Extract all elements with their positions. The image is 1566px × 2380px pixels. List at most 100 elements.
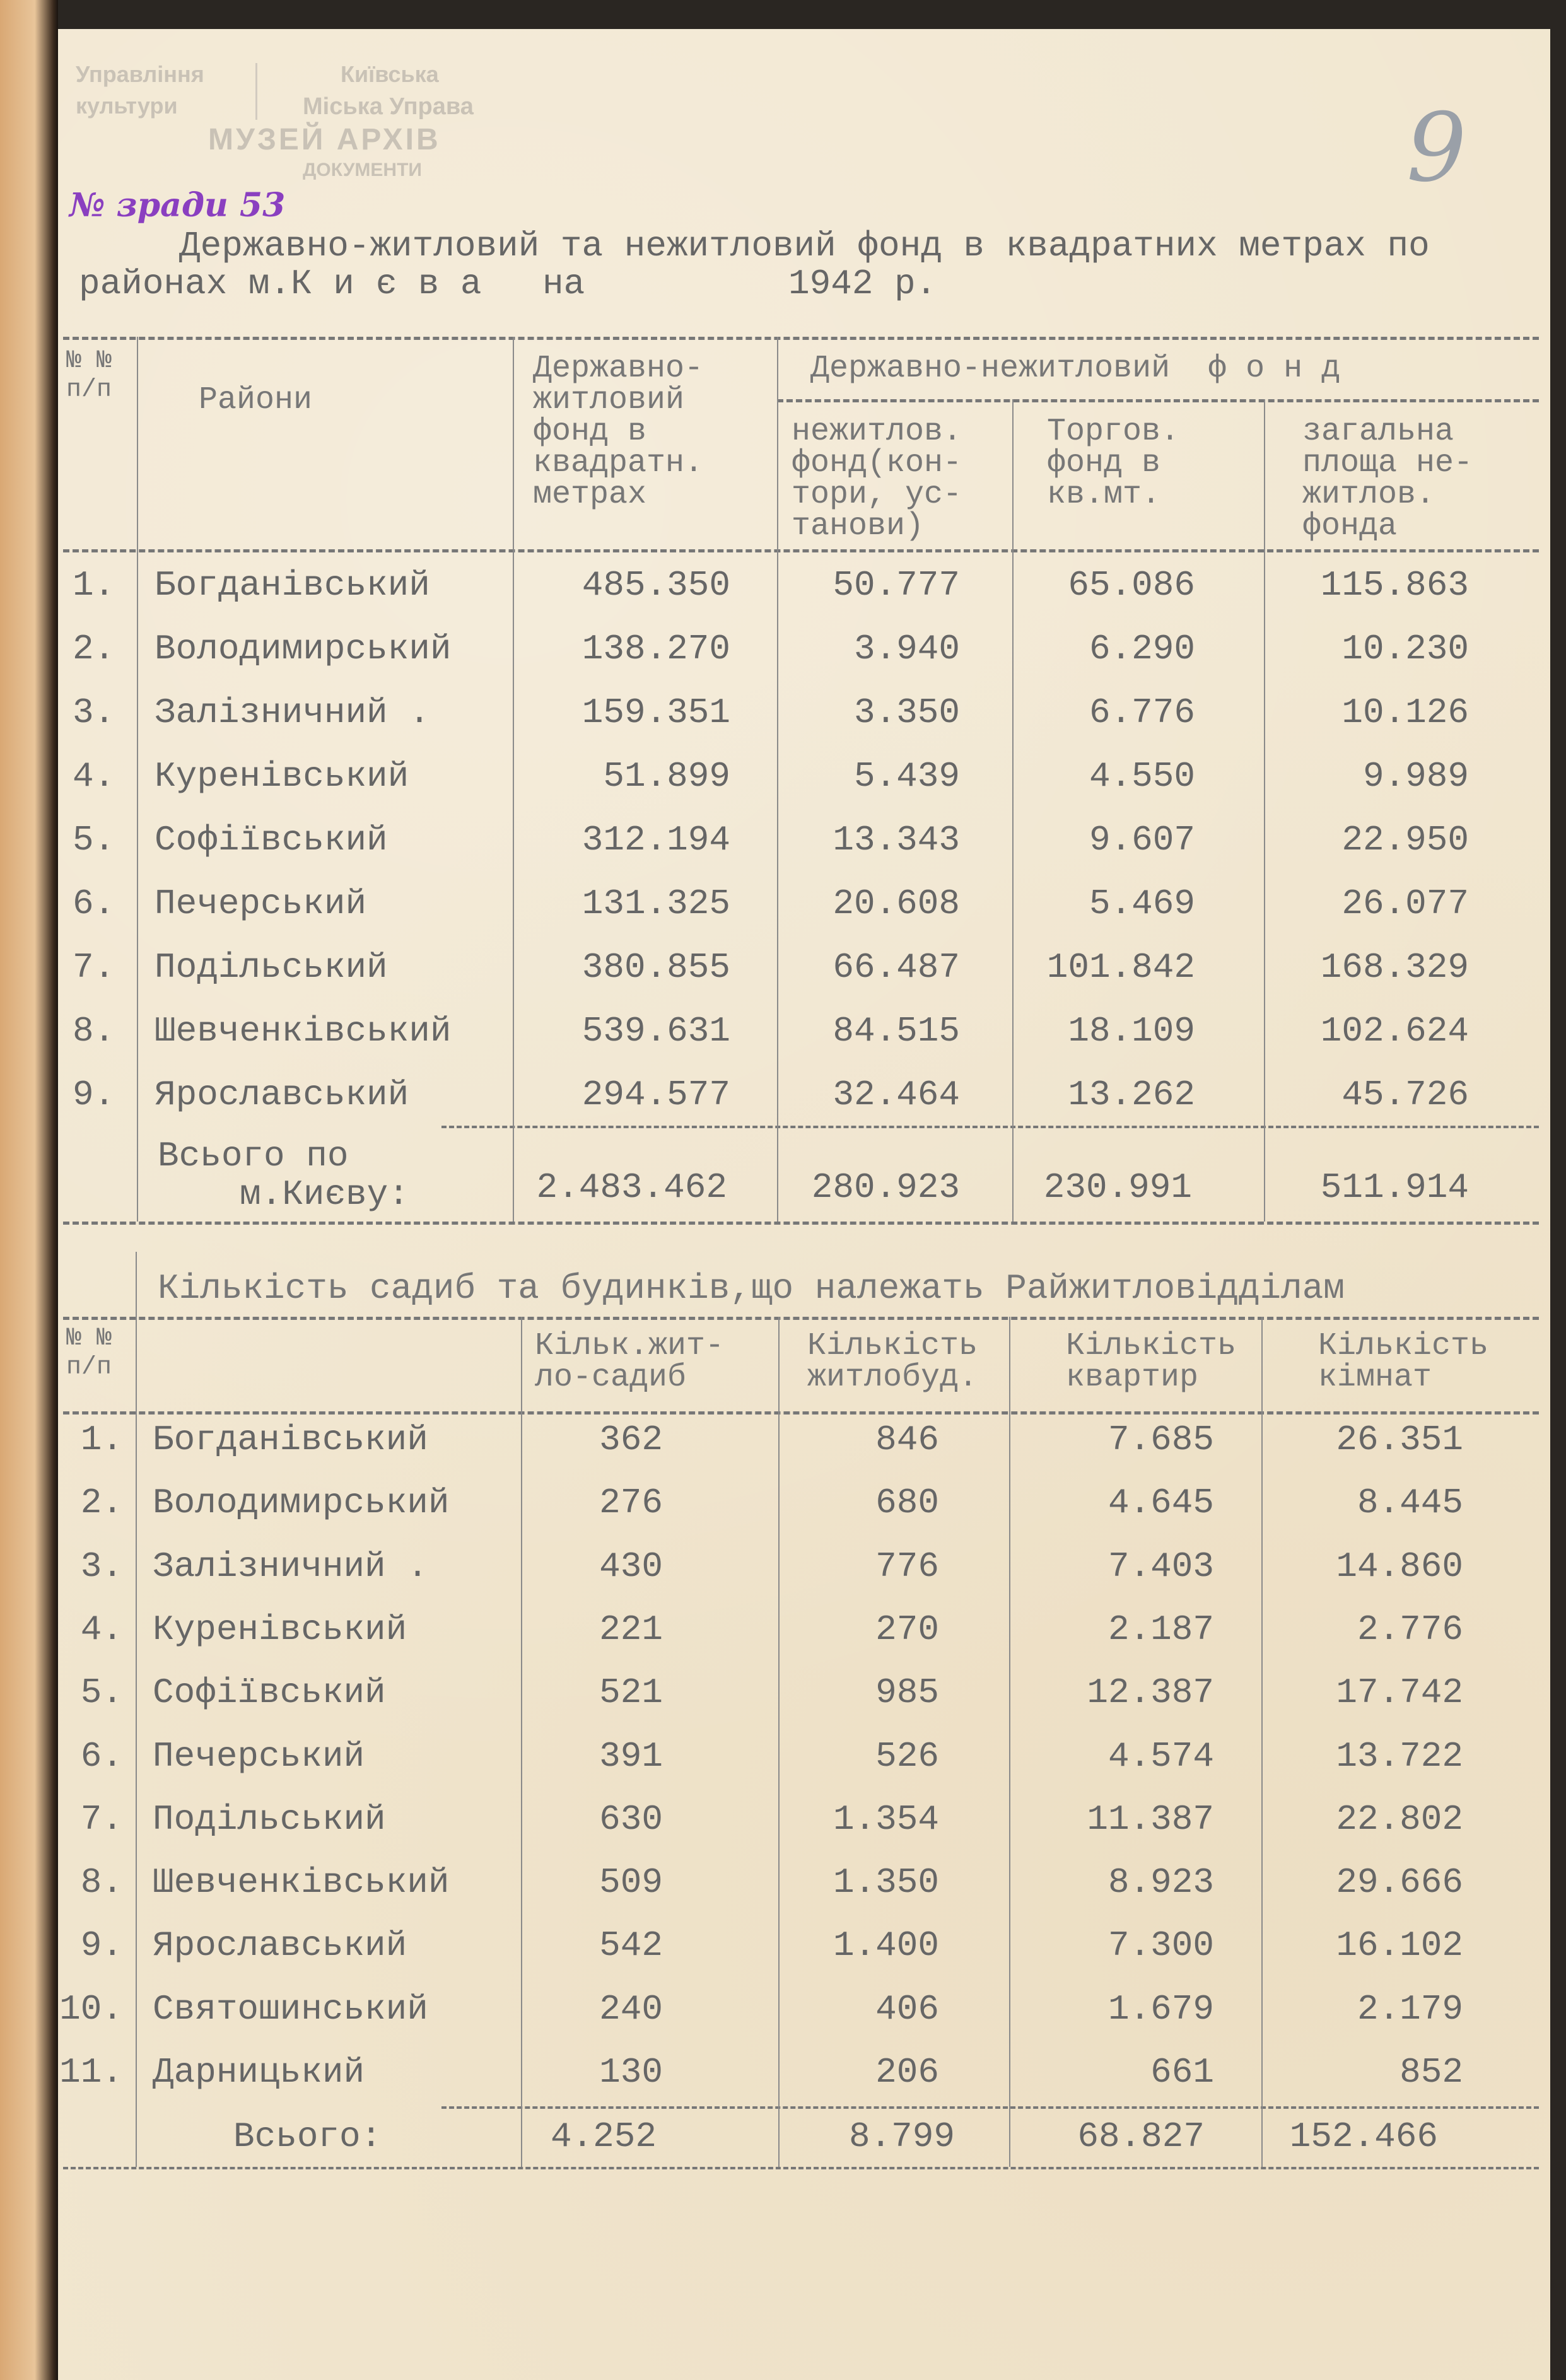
apartments-value: 7.403 bbox=[1107, 1546, 1214, 1587]
district-name: Софіївський bbox=[153, 1672, 386, 1713]
total-area-value: 22.950 bbox=[1341, 820, 1469, 860]
row-number: 8. bbox=[73, 1011, 115, 1051]
buildings-value: 985 bbox=[875, 1672, 939, 1713]
total-apartments: 68.827 bbox=[1077, 2116, 1205, 2157]
column-divider bbox=[777, 337, 778, 1222]
district-name: Залізничний . bbox=[153, 1546, 428, 1587]
header-offices: нежитлов. фонд(кон- тори, ус- танови) bbox=[792, 414, 962, 544]
total-label: Всього: bbox=[233, 2116, 382, 2157]
total-label-line-2: м.Києву: bbox=[240, 1174, 409, 1215]
table-rule bbox=[441, 2106, 1539, 2109]
header-residential: Державно- житловий фонд в квадратн. метр… bbox=[533, 351, 704, 513]
rooms-value: 2.179 bbox=[1357, 1988, 1463, 2029]
header-nonresidential-group: Державно-нежитловий ф о н д bbox=[810, 351, 1341, 387]
residential-value: 294.577 bbox=[581, 1075, 730, 1115]
buildings-value: 680 bbox=[875, 1483, 939, 1524]
district-name: Подільський bbox=[155, 947, 388, 988]
table-rule bbox=[63, 1317, 1539, 1320]
title-line-2-year: 1942 р. bbox=[788, 264, 937, 304]
row-number: 6. bbox=[80, 1735, 123, 1776]
row-number: 11. bbox=[59, 2052, 123, 2092]
trade-value: 18.109 bbox=[1068, 1011, 1195, 1051]
buildings-value: 846 bbox=[875, 1420, 939, 1460]
estates-value: 391 bbox=[599, 1735, 663, 1776]
column-divider bbox=[137, 337, 138, 1222]
total-residential: 2.483.462 bbox=[536, 1167, 727, 1208]
estates-value: 521 bbox=[599, 1672, 663, 1713]
buildings-value: 1.350 bbox=[833, 1862, 939, 1903]
apartments-value: 4.574 bbox=[1107, 1735, 1214, 1776]
apartments-value: 8.923 bbox=[1107, 1862, 1214, 1903]
estates-value: 276 bbox=[599, 1483, 663, 1524]
row-number: 7. bbox=[80, 1799, 123, 1840]
stamp-left-line-2: культури bbox=[76, 93, 178, 119]
offices-value: 5.439 bbox=[853, 756, 960, 796]
stamp-left-line-1: Управління bbox=[76, 61, 204, 87]
row-number: 4. bbox=[73, 756, 115, 796]
apartments-value: 7.685 bbox=[1107, 1420, 1214, 1460]
page-number: 9 bbox=[1406, 93, 1467, 203]
total-area-value: 168.329 bbox=[1320, 947, 1469, 988]
row-number: 7. bbox=[73, 947, 115, 988]
column-divider bbox=[1264, 399, 1265, 1222]
district-name: Печерський bbox=[155, 884, 367, 924]
district-name: Залізничний . bbox=[155, 692, 430, 733]
trade-value: 9.607 bbox=[1089, 820, 1195, 860]
rooms-value: 8.445 bbox=[1357, 1483, 1463, 1524]
trade-value: 101.842 bbox=[1046, 947, 1195, 988]
offices-value: 84.515 bbox=[833, 1011, 960, 1051]
estates-value: 240 bbox=[599, 1988, 663, 2029]
buildings-value: 1.354 bbox=[833, 1799, 939, 1840]
row-number: 2. bbox=[80, 1483, 123, 1524]
district-name: Куренівський bbox=[153, 1609, 407, 1650]
district-name: Святошинський bbox=[153, 1988, 428, 2029]
district-name: Ярославський bbox=[153, 1925, 407, 1966]
column-divider bbox=[136, 1252, 137, 2167]
adjacent-page-edge bbox=[0, 0, 58, 2380]
trade-value: 6.290 bbox=[1089, 629, 1195, 669]
residential-value: 51.899 bbox=[603, 756, 730, 796]
rooms-value: 26.351 bbox=[1336, 1420, 1463, 1460]
rooms-value: 14.860 bbox=[1336, 1546, 1463, 1587]
table-rule bbox=[441, 1126, 1539, 1128]
title-line-2-on: на bbox=[542, 264, 585, 304]
table-rule bbox=[63, 2167, 1539, 2169]
offices-value: 3.350 bbox=[853, 692, 960, 733]
apartments-value: 12.387 bbox=[1087, 1672, 1214, 1713]
district-name: Печерський bbox=[153, 1735, 365, 1776]
row-number: 1. bbox=[73, 565, 115, 605]
district-name: Ярославський bbox=[155, 1075, 409, 1115]
district-name: Софіївський bbox=[155, 820, 388, 860]
row-number: 3. bbox=[73, 692, 115, 733]
trade-value: 6.776 bbox=[1089, 692, 1195, 733]
column-divider bbox=[778, 1317, 780, 2167]
column-divider bbox=[1261, 1317, 1263, 2167]
trade-value: 5.469 bbox=[1089, 884, 1195, 924]
stamp-right-line-3: МУЗЕЙ АРХІВ bbox=[208, 123, 441, 156]
header-district: Райони bbox=[199, 382, 313, 418]
total-area-value: 26.077 bbox=[1341, 884, 1469, 924]
table2-caption: Кількість садиб та будинків,що належать … bbox=[158, 1268, 1345, 1309]
row-number: 3. bbox=[80, 1546, 123, 1587]
residential-value: 380.855 bbox=[581, 947, 730, 988]
header-no: № № п/п bbox=[66, 347, 112, 404]
trade-value: 65.086 bbox=[1068, 565, 1195, 605]
header-apartments: Кількість квартир bbox=[1066, 1328, 1237, 1396]
district-name: Богданівський bbox=[153, 1420, 428, 1460]
total-estates: 4.252 bbox=[550, 2116, 657, 2157]
estates-value: 542 bbox=[599, 1925, 663, 1966]
buildings-value: 526 bbox=[875, 1735, 939, 1776]
row-number: 4. bbox=[80, 1609, 123, 1650]
district-name: Шевченківський bbox=[153, 1862, 450, 1903]
row-number: 5. bbox=[80, 1672, 123, 1713]
residential-value: 138.270 bbox=[581, 629, 730, 669]
header-trade: Торгов. фонд в кв.мт. bbox=[1047, 414, 1180, 513]
apartments-value: 2.187 bbox=[1107, 1609, 1214, 1650]
row-number: 10. bbox=[59, 1988, 123, 2029]
offices-value: 3.940 bbox=[853, 629, 960, 669]
total-area-value: 102.624 bbox=[1320, 1011, 1469, 1051]
header-total-area: загальна площа не- житлов. фонда bbox=[1302, 414, 1473, 544]
apartments-value: 11.387 bbox=[1087, 1799, 1214, 1840]
apartments-value: 661 bbox=[1150, 2052, 1214, 2092]
column-divider bbox=[521, 1317, 522, 2167]
